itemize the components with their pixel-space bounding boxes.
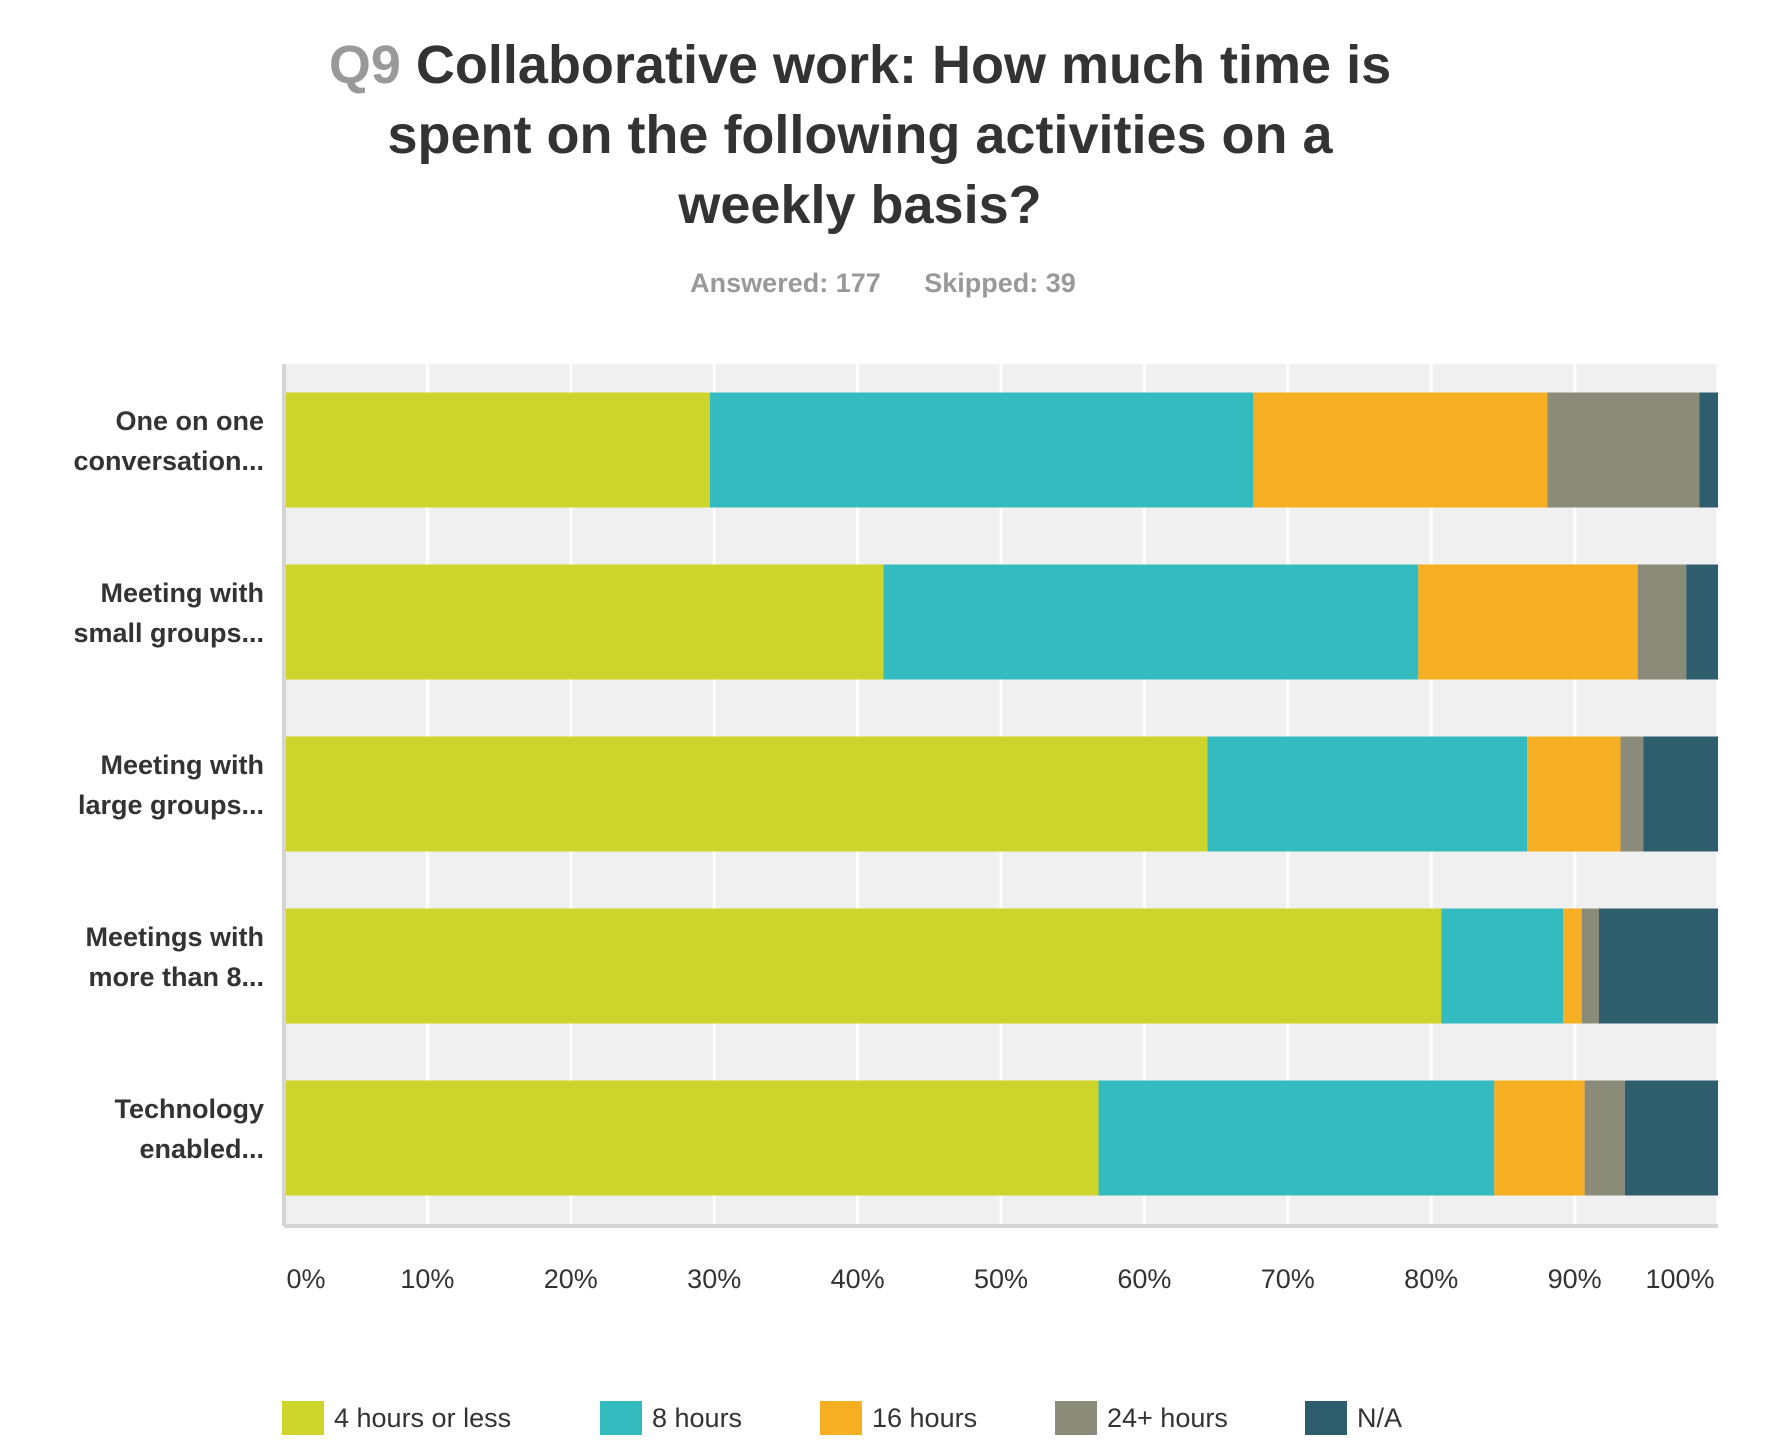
legend-item: N/A (1305, 1398, 1402, 1438)
bar-row (284, 392, 1718, 508)
legend-swatch (1055, 1401, 1097, 1435)
category-label-line: Meetings with (85, 922, 264, 952)
category-label-line: Meeting with (101, 750, 265, 780)
category-label-line: Meeting with (101, 578, 265, 608)
legend-swatch (1305, 1401, 1347, 1435)
bar-segment (1637, 564, 1687, 680)
bar-segment (1686, 564, 1718, 680)
x-tick-label: 30% (687, 1264, 741, 1294)
bar-segment (1207, 736, 1528, 852)
category-label: Meeting with large groups... (78, 750, 264, 820)
bar-segment (1699, 392, 1718, 508)
category-label: Meetings with more than 8... (85, 922, 264, 992)
category-label-line: conversation... (73, 446, 264, 476)
bar-row (284, 1080, 1718, 1196)
response-stats: Answered: 177 Skipped: 39 (0, 268, 1766, 299)
legend-item: 24+ hours (1055, 1398, 1228, 1438)
bar-segment (284, 1080, 1099, 1196)
bar-segment (284, 908, 1442, 1024)
x-tick-label: 100% (1645, 1264, 1714, 1294)
category-labels: One on one conversation... Meeting with sma… (73, 406, 264, 1164)
legend-swatch (600, 1401, 642, 1435)
legend: 4 hours or less 8 hours 16 hours 24+ hours N… (0, 1398, 1766, 1448)
bar-segment (284, 392, 710, 508)
x-tick-label: 10% (400, 1264, 454, 1294)
bar-segment (1598, 908, 1718, 1024)
bar-segment (1624, 1080, 1718, 1196)
category-label-line: Technology (114, 1094, 264, 1124)
x-tick-label: 50% (974, 1264, 1028, 1294)
bar-segment (1584, 1080, 1625, 1196)
title-block: Q9 Collaborative work: How much time is … (300, 30, 1420, 240)
legend-label: 8 hours (652, 1402, 743, 1433)
bar-segment (1494, 1080, 1585, 1196)
bar-segment (709, 392, 1254, 508)
bar-row (284, 908, 1718, 1024)
bar-segment (1643, 736, 1718, 852)
bar-segment (1441, 908, 1564, 1024)
x-tick-label: 40% (831, 1264, 885, 1294)
bar-segment (1253, 392, 1548, 508)
category-label-line: large groups... (78, 790, 264, 820)
category-label: One on one conversation... (73, 406, 264, 476)
stacked-bar-chart: One on one conversation... Meeting with sma… (73, 364, 1720, 1294)
x-tick-label: 20% (544, 1264, 598, 1294)
legend-label: 16 hours (872, 1402, 978, 1433)
bar-segment (1620, 736, 1644, 852)
bar-segment (1563, 908, 1582, 1024)
legend-item: 16 hours (820, 1398, 977, 1438)
question-number: Q9 (328, 35, 401, 95)
chart-title: Q9 Collaborative work: How much time is … (300, 30, 1420, 240)
bar-segment (1527, 736, 1621, 852)
x-tick-label: 60% (1117, 1264, 1171, 1294)
legend-item: 4 hours or less (282, 1398, 511, 1438)
bar-segment (284, 736, 1208, 852)
category-label-line: enabled... (139, 1134, 264, 1164)
legend-label: 4 hours or less (334, 1402, 512, 1433)
category-label-line: more than 8... (88, 962, 264, 992)
bar-segment (1098, 1080, 1495, 1196)
category-label-line: One on one (116, 406, 265, 436)
x-tick-label: 70% (1261, 1264, 1315, 1294)
bar-row (284, 564, 1718, 680)
category-label: Technology enabled... (114, 1094, 264, 1164)
legend-label: N/A (1357, 1402, 1403, 1433)
category-label: Meeting with small groups... (73, 578, 264, 648)
bars (284, 392, 1718, 1196)
bar-row (284, 736, 1718, 852)
x-tick-label: 0% (286, 1264, 325, 1294)
category-label-line: small groups... (73, 618, 264, 648)
x-tick-label: 80% (1404, 1264, 1458, 1294)
x-tick-label: 90% (1548, 1264, 1602, 1294)
bar-segment (883, 564, 1419, 680)
question-text: Collaborative work: How much time is spe… (387, 35, 1392, 235)
legend-swatch (820, 1401, 862, 1435)
answered-count: Answered: 177 (690, 268, 881, 298)
bar-segment (1418, 564, 1638, 680)
legend-label: 24+ hours (1107, 1402, 1228, 1433)
legend-swatch (282, 1401, 324, 1435)
legend-item: 8 hours (600, 1398, 742, 1438)
bar-segment (1547, 392, 1700, 508)
bar-segment (1581, 908, 1599, 1024)
bar-segment (284, 564, 884, 680)
x-tick-labels: 0% 10% 20% 30% 40% 50% 60% 70% 80% 90% 100% (286, 1264, 1714, 1294)
skipped-count: Skipped: 39 (924, 268, 1076, 298)
